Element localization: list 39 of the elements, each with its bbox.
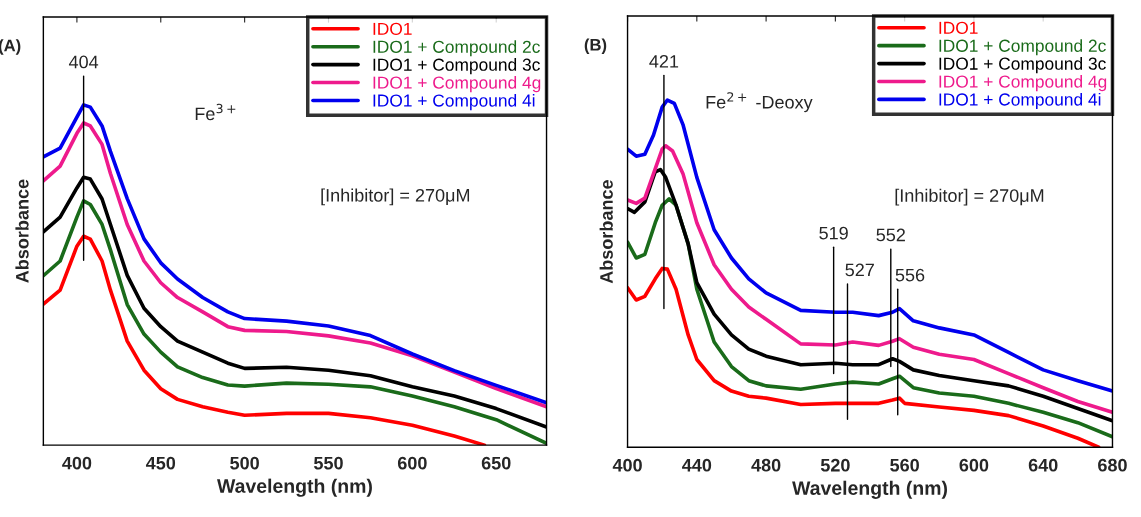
annotation: 552 bbox=[876, 228, 905, 242]
legend-label: IDO1 + Compound 3c bbox=[373, 58, 540, 75]
annotation: Fe$^{3+}$ bbox=[195, 103, 236, 121]
x-axis-title: Wavelength (nm) bbox=[217, 478, 372, 497]
chart-title: (B) bbox=[584, 38, 607, 54]
annotation: [Inhibitor] = 270μM bbox=[895, 188, 1044, 206]
legend-label: IDO1 bbox=[939, 21, 978, 34]
annotation: [Inhibitor] = 270μM bbox=[321, 188, 470, 206]
x-tick-label: 520 bbox=[820, 458, 850, 472]
x-tick-label: 550 bbox=[313, 456, 343, 470]
legend-label: IDO1 + Compound 4i bbox=[373, 93, 535, 111]
legend-label: IDO1 + Compound 3c bbox=[939, 57, 1106, 74]
annotation: 519 bbox=[819, 226, 848, 240]
x-tick-label: 400 bbox=[62, 456, 92, 470]
x-tick-label: 400 bbox=[612, 458, 642, 472]
x-tick-label: 440 bbox=[682, 458, 712, 472]
x-tick-label: 450 bbox=[145, 456, 176, 470]
x-tick-label: 680 bbox=[1098, 458, 1127, 472]
x-tick-label: 600 bbox=[959, 458, 989, 472]
legend-label: IDO1 bbox=[373, 22, 412, 36]
x-tick-label: 560 bbox=[890, 458, 919, 472]
x-tick-label: 650 bbox=[481, 456, 511, 470]
x-axis-title: Wavelength (nm) bbox=[792, 480, 947, 499]
annotation: 527 bbox=[845, 263, 874, 277]
annotation: 556 bbox=[895, 268, 925, 282]
annotation: Fe$^{2+}$ -Deoxy bbox=[706, 92, 813, 113]
x-tick-label: 480 bbox=[751, 458, 781, 472]
legend-label: IDO1 + Compound 2c bbox=[373, 40, 540, 57]
y-axis-title: Absorbance bbox=[599, 180, 613, 284]
x-tick-label: 640 bbox=[1028, 458, 1058, 472]
legend-label: IDO1 + Compound 4g bbox=[373, 76, 541, 93]
annotation: 404 bbox=[68, 55, 99, 69]
x-tick-label: 600 bbox=[397, 456, 427, 470]
annotation: 421 bbox=[649, 54, 679, 68]
legend-label: IDO1 + Compound 2c bbox=[939, 39, 1106, 56]
legend-label: IDO1 + Compound 4g bbox=[939, 75, 1107, 92]
x-tick-label: 500 bbox=[230, 456, 259, 470]
y-axis-title: Absorbance bbox=[15, 179, 29, 283]
legend-label: IDO1 + Compound 4i bbox=[939, 92, 1101, 110]
